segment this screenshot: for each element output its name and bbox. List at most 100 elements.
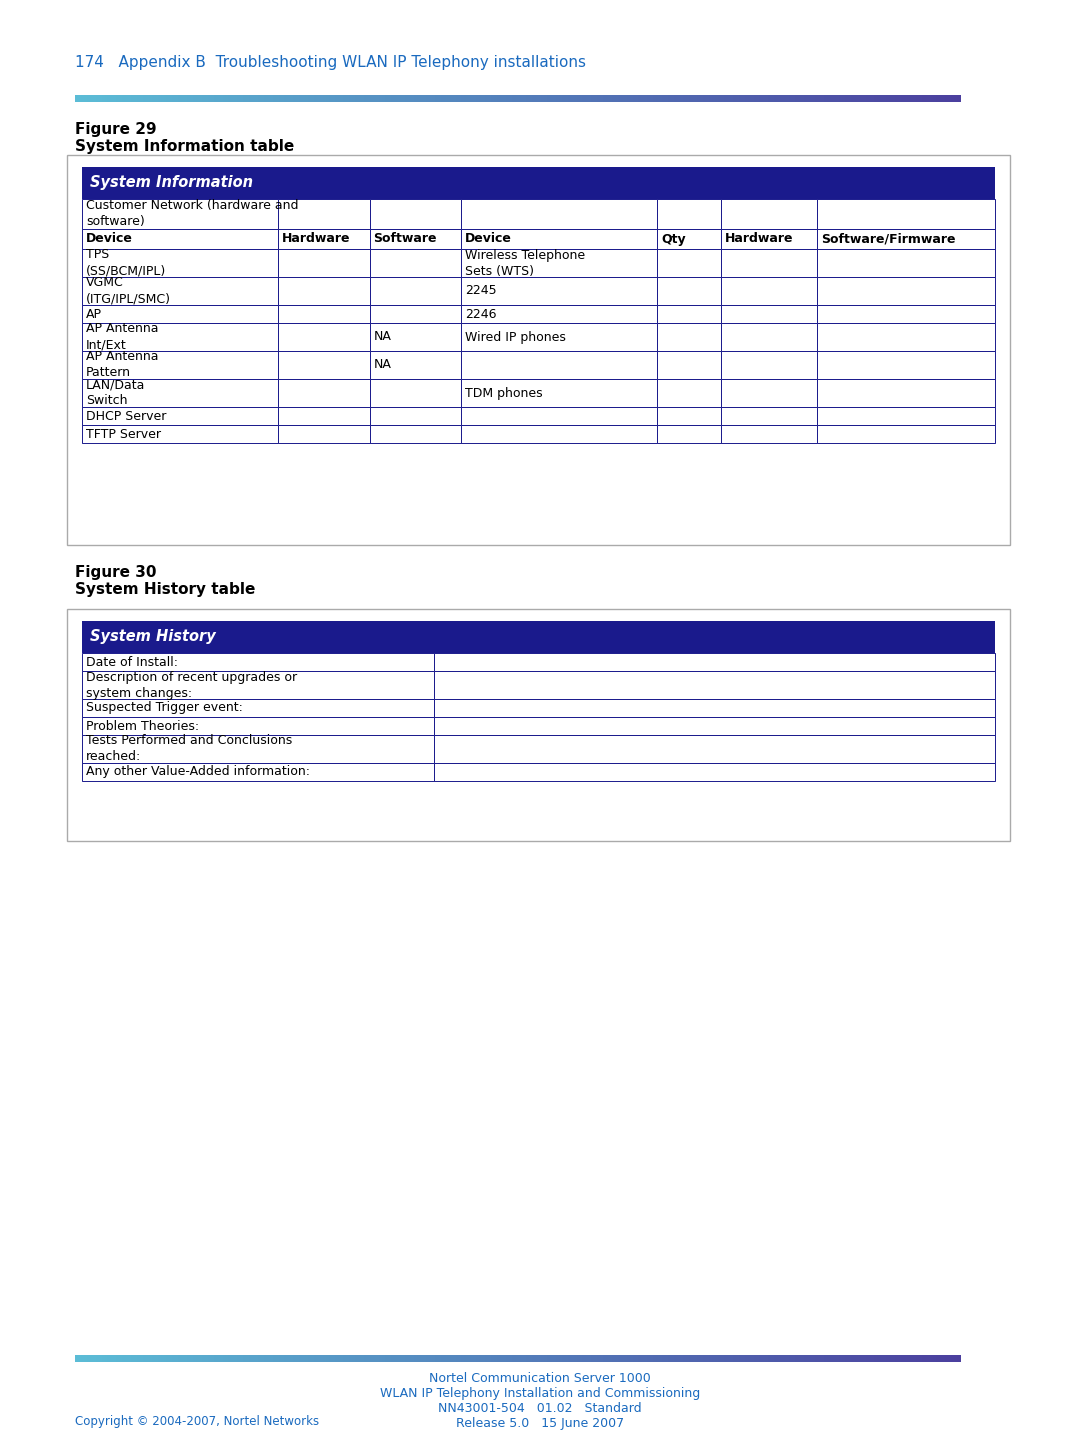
Bar (865, 1355, 869, 1362)
Bar (624, 1355, 627, 1362)
Bar (730, 95, 733, 102)
Bar (816, 323, 995, 351)
Bar (211, 1355, 214, 1362)
Bar (369, 249, 461, 276)
Bar (524, 95, 527, 102)
Bar (320, 95, 323, 102)
Bar (677, 95, 680, 102)
Bar (420, 95, 423, 102)
Bar (638, 1355, 642, 1362)
Bar (633, 1355, 636, 1362)
Bar (550, 1355, 553, 1362)
Text: 2245: 2245 (464, 285, 497, 298)
Bar (532, 1355, 536, 1362)
Bar (420, 1355, 423, 1362)
Bar (863, 1355, 866, 1362)
Bar (954, 95, 958, 102)
Bar (529, 95, 532, 102)
Bar (503, 95, 507, 102)
Bar (895, 1355, 899, 1362)
Bar (279, 1355, 282, 1362)
Bar (491, 1355, 495, 1362)
Bar (405, 95, 409, 102)
Bar (703, 95, 706, 102)
Bar (786, 95, 789, 102)
Text: Qty: Qty (661, 232, 686, 245)
Text: System Information: System Information (90, 176, 253, 190)
Text: Any other Value-Added information:: Any other Value-Added information: (86, 766, 310, 779)
Bar (517, 1355, 521, 1362)
Bar (461, 276, 658, 305)
Bar (279, 323, 369, 351)
Bar (733, 95, 737, 102)
Text: Software/Firmware: Software/Firmware (821, 232, 956, 245)
Bar (658, 305, 721, 323)
Bar (603, 95, 607, 102)
Bar (674, 1355, 677, 1362)
Bar (369, 305, 461, 323)
Bar (82, 276, 279, 305)
Bar (93, 95, 96, 102)
Bar (880, 95, 883, 102)
Bar (105, 95, 108, 102)
Bar (343, 95, 347, 102)
Bar (580, 95, 583, 102)
Bar (163, 1355, 167, 1362)
Bar (819, 1355, 822, 1362)
Bar (889, 1355, 893, 1362)
Bar (417, 1355, 420, 1362)
Text: Device: Device (464, 232, 512, 245)
Bar (470, 1355, 474, 1362)
Bar (514, 1355, 518, 1362)
Bar (494, 1355, 498, 1362)
Bar (426, 1355, 430, 1362)
Bar (107, 95, 111, 102)
Bar (211, 95, 214, 102)
Bar (721, 276, 816, 305)
Bar (332, 95, 335, 102)
Bar (435, 95, 438, 102)
Bar (521, 1355, 524, 1362)
Bar (102, 1355, 105, 1362)
Bar (134, 95, 137, 102)
Bar (674, 95, 677, 102)
Bar (759, 95, 762, 102)
Bar (173, 95, 176, 102)
Bar (181, 95, 185, 102)
Bar (633, 95, 636, 102)
Bar (267, 95, 270, 102)
Bar (453, 95, 456, 102)
Bar (279, 351, 369, 379)
Bar (529, 1355, 532, 1362)
Bar (921, 1355, 926, 1362)
Text: 174   Appendix B  Troubleshooting WLAN IP Telephony installations: 174 Appendix B Troubleshooting WLAN IP T… (75, 55, 586, 71)
Bar (282, 1355, 285, 1362)
Bar (933, 95, 937, 102)
Bar (721, 379, 816, 408)
Bar (461, 1355, 464, 1362)
Text: VGMC
(ITG/IPL/SMC): VGMC (ITG/IPL/SMC) (86, 276, 171, 305)
Text: Nortel Communication Server 1000: Nortel Communication Server 1000 (429, 1372, 651, 1385)
Bar (683, 95, 686, 102)
Text: Figure 30: Figure 30 (75, 564, 157, 580)
Bar (558, 95, 563, 102)
Bar (444, 95, 447, 102)
Bar (296, 95, 300, 102)
Bar (376, 95, 379, 102)
Bar (294, 95, 297, 102)
Bar (370, 1355, 374, 1362)
Bar (703, 1355, 706, 1362)
Bar (812, 95, 816, 102)
Bar (464, 1355, 468, 1362)
Bar (800, 95, 805, 102)
Bar (246, 95, 249, 102)
Bar (816, 408, 995, 425)
Bar (343, 1355, 347, 1362)
Bar (505, 1355, 509, 1362)
Bar (742, 1355, 745, 1362)
Bar (819, 95, 822, 102)
Bar (839, 95, 842, 102)
Bar (459, 1355, 462, 1362)
Bar (715, 1355, 718, 1362)
Bar (924, 95, 928, 102)
